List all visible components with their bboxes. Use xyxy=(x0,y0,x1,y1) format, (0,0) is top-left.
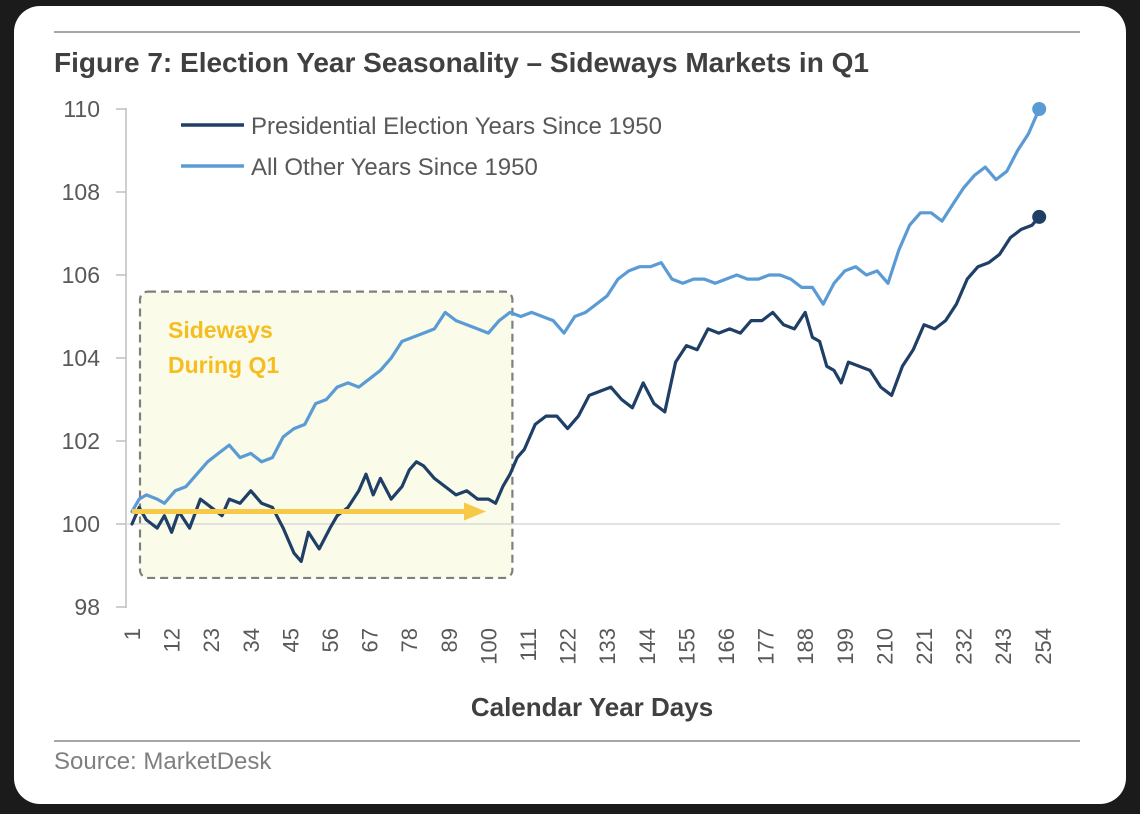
annotation-label-line1: Sideways xyxy=(168,317,273,343)
series-line-presidential xyxy=(130,215,1041,564)
series-endpoint-presidential xyxy=(1032,209,1047,224)
x-tick-label-111: 111 xyxy=(516,628,541,661)
x-tick-label-23: 23 xyxy=(199,628,224,652)
sideways-arrow-head xyxy=(464,502,486,521)
legend-label-presidential: Presidential Election Years Since 1950 xyxy=(251,113,662,140)
y-tick-label-104: 104 xyxy=(62,345,101,371)
x-ticks: 1 12 23 34 45 56 67 78 89 100 111 122 133 144 155 166 17… xyxy=(120,628,1056,665)
chart-title: Figure 7: Election Year Seasonality – Si… xyxy=(54,47,869,78)
x-tick-label-210: 210 xyxy=(872,628,897,665)
x-tick-label-100: 100 xyxy=(476,628,501,665)
series-endpoint-other xyxy=(1032,102,1047,116)
y-tick-label-98: 98 xyxy=(74,594,100,620)
sideways-annotation-box xyxy=(138,290,514,580)
x-tick-label-199: 199 xyxy=(833,628,858,665)
x-tick-label-166: 166 xyxy=(714,628,739,665)
x-tick-label-89: 89 xyxy=(437,628,462,652)
x-tick-label-122: 122 xyxy=(556,628,581,665)
x-tick-label-12: 12 xyxy=(160,628,185,652)
x-tick-label-155: 155 xyxy=(674,628,699,665)
x-tick-label-243: 243 xyxy=(991,628,1016,665)
y-tick-label-110: 110 xyxy=(63,96,100,122)
x-tick-label-144: 144 xyxy=(635,628,660,665)
x-tick-label-188: 188 xyxy=(793,628,818,665)
x-tick-label-34: 34 xyxy=(239,628,264,652)
x-tick-label-67: 67 xyxy=(358,628,383,652)
source-note: Source: MarketDesk xyxy=(54,748,272,775)
y-tick-label-102: 102 xyxy=(62,428,100,454)
x-tick-label-177: 177 xyxy=(754,628,779,665)
x-tick-label-45: 45 xyxy=(278,628,303,652)
x-axis-label: Calendar Year Days xyxy=(471,692,713,722)
x-tick-label-254: 254 xyxy=(1031,628,1056,665)
series-layer xyxy=(130,102,1047,564)
legend-label-other: All Other Years Since 1950 xyxy=(251,154,538,181)
annotation-label-line2: During Q1 xyxy=(168,352,279,378)
y-tick-label-108: 108 xyxy=(62,179,100,205)
y-tick-label-100: 100 xyxy=(62,511,100,537)
x-tick-label-221: 221 xyxy=(912,628,937,665)
x-tick-label-133: 133 xyxy=(595,628,620,665)
x-tick-label-1: 1 xyxy=(120,628,145,640)
y-ticks: 98 100 102 104 106 108 110 xyxy=(62,96,126,620)
x-tick-label-56: 56 xyxy=(318,628,343,652)
x-tick-label-78: 78 xyxy=(397,628,422,652)
x-tick-label-232: 232 xyxy=(952,628,977,665)
y-tick-label-106: 106 xyxy=(62,262,100,288)
series-line-other xyxy=(130,107,1041,514)
